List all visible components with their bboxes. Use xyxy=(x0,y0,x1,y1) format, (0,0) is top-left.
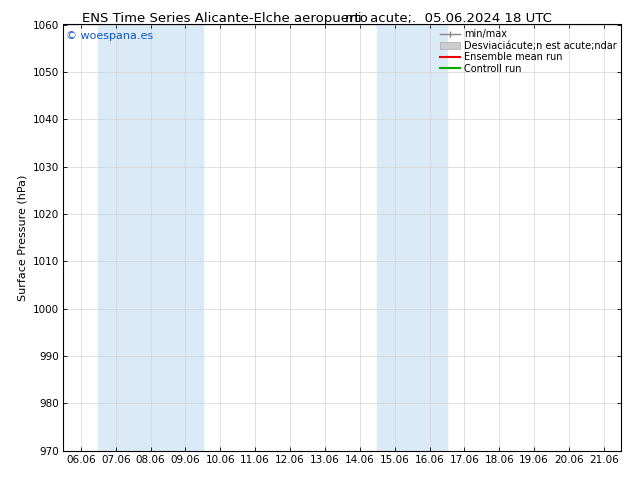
Bar xyxy=(377,24,447,451)
Y-axis label: Surface Pressure (hPa): Surface Pressure (hPa) xyxy=(17,174,27,301)
Text: ENS Time Series Alicante-Elche aeropuerto: ENS Time Series Alicante-Elche aeropuert… xyxy=(82,12,368,25)
Text: © woespana.es: © woespana.es xyxy=(66,31,153,41)
Legend: min/max, Desviaciácute;n est acute;ndar, Ensemble mean run, Controll run: min/max, Desviaciácute;n est acute;ndar,… xyxy=(441,29,616,74)
Text: mi  acute;.  05.06.2024 18 UTC: mi acute;. 05.06.2024 18 UTC xyxy=(345,12,552,25)
Bar xyxy=(98,24,203,451)
